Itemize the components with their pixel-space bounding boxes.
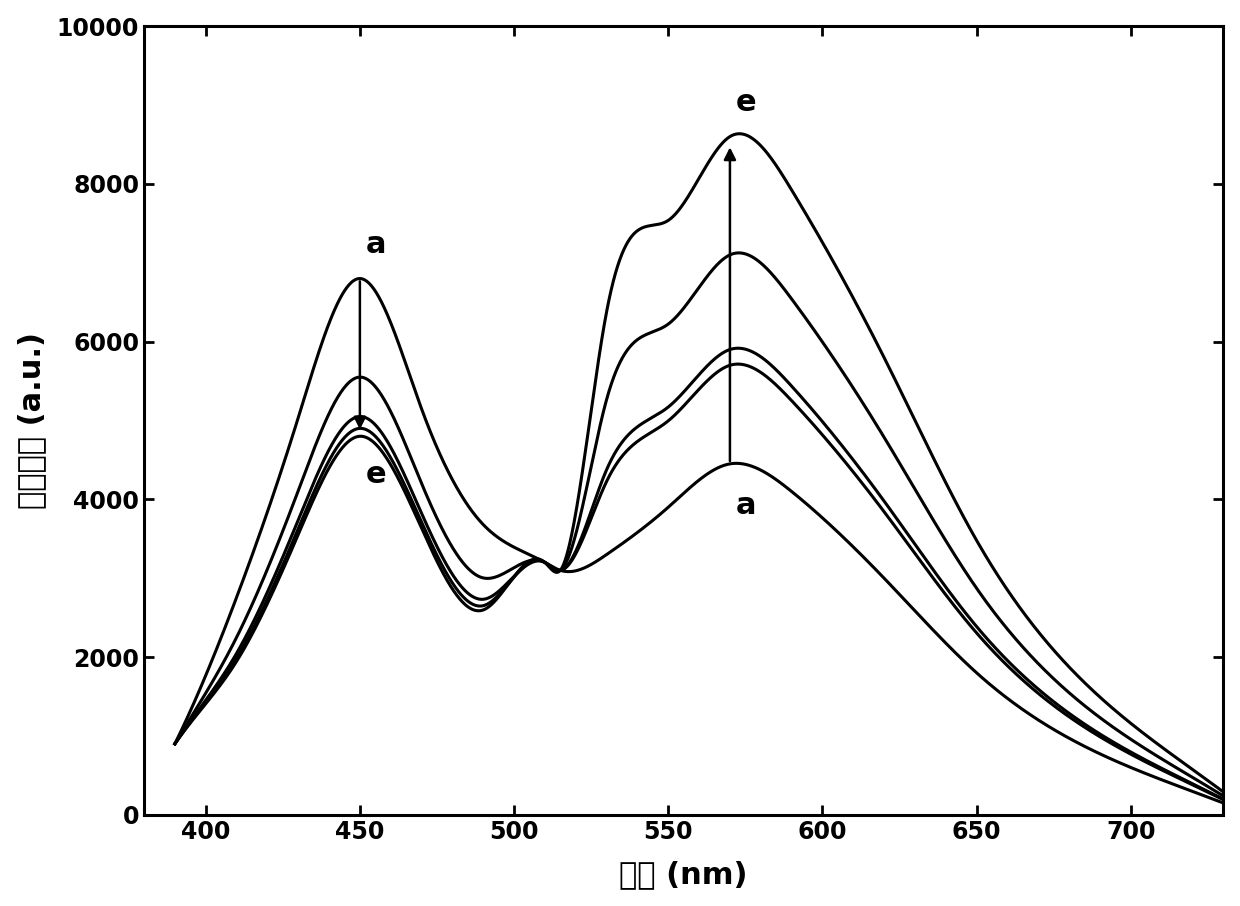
X-axis label: 波长 (nm): 波长 (nm) [620, 861, 748, 890]
Y-axis label: 荧光强度 (a.u.): 荧光强度 (a.u.) [16, 332, 46, 509]
Text: e: e [366, 460, 387, 489]
Text: a: a [737, 491, 756, 520]
Text: a: a [366, 230, 387, 259]
Text: e: e [737, 88, 756, 117]
